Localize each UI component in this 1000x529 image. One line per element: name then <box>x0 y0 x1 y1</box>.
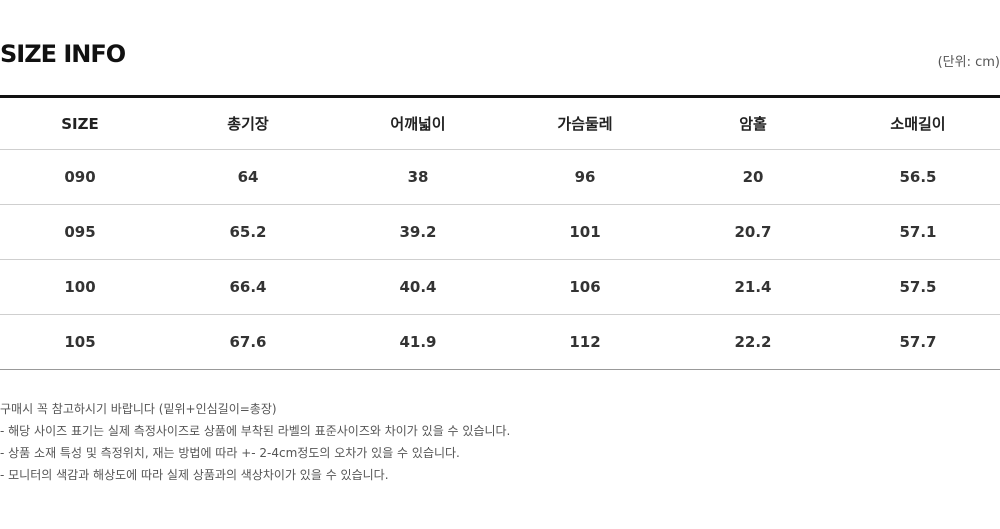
unit-label: (단위: cm) <box>937 55 1000 70</box>
column-header-shoulder-width: 어깨넓이 <box>390 115 446 133</box>
cell-armhole: 22.2 <box>670 314 836 370</box>
size-table: SIZE 총기장 어깨넓이 가슴둘레 암홀 소매길이 090 64 38 96 … <box>0 95 1000 370</box>
cell-armhole: 21.4 <box>670 259 836 315</box>
column-header-size: SIZE <box>61 114 99 133</box>
page-title: SIZE INFO <box>0 40 126 68</box>
cell-size: 105 <box>0 314 160 370</box>
table-row: 105 67.6 41.9 112 22.2 57.7 <box>0 314 1000 370</box>
cell-size: 095 <box>0 204 160 260</box>
note-line: - 상품 소재 특성 및 측정위치, 재는 방법에 따라 +- 2-4cm정도의… <box>0 446 460 460</box>
cell-total-length: 67.6 <box>160 314 336 370</box>
cell-shoulder-width: 38 <box>336 149 500 205</box>
cell-chest: 101 <box>500 204 670 260</box>
cell-sleeve-length: 57.1 <box>836 204 1000 260</box>
cell-total-length: 65.2 <box>160 204 336 260</box>
table-row: 090 64 38 96 20 56.5 <box>0 149 1000 205</box>
column-header-chest: 가슴둘레 <box>557 115 613 133</box>
column-header-armhole: 암홀 <box>739 115 767 133</box>
cell-chest: 112 <box>500 314 670 370</box>
table-row: 095 65.2 39.2 101 20.7 57.1 <box>0 204 1000 260</box>
cell-size: 090 <box>0 149 160 205</box>
cell-sleeve-length: 57.5 <box>836 259 1000 315</box>
note-line: - 해당 사이즈 표기는 실제 측정사이즈로 상품에 부착된 라벨의 표준사이즈… <box>0 424 511 438</box>
cell-armhole: 20 <box>670 149 836 205</box>
note-line: 구매시 꼭 참고하시기 바랍니다 (밑위+인심길이=총장) <box>0 402 277 416</box>
column-header-sleeve-length: 소매길이 <box>890 115 946 133</box>
size-notes: 구매시 꼭 참고하시기 바랍니다 (밑위+인심길이=총장) - 해당 사이즈 표… <box>0 398 510 486</box>
cell-shoulder-width: 40.4 <box>336 259 500 315</box>
table-row: 100 66.4 40.4 106 21.4 57.5 <box>0 259 1000 315</box>
note-line: - 모니터의 색감과 해상도에 따라 실제 상품과의 색상차이가 있을 수 있습… <box>0 468 389 482</box>
cell-chest: 96 <box>500 149 670 205</box>
cell-sleeve-length: 56.5 <box>836 149 1000 205</box>
cell-chest: 106 <box>500 259 670 315</box>
cell-shoulder-width: 41.9 <box>336 314 500 370</box>
cell-total-length: 64 <box>160 149 336 205</box>
cell-sleeve-length: 57.7 <box>836 314 1000 370</box>
table-header-row: SIZE 총기장 어깨넓이 가슴둘레 암홀 소매길이 <box>0 96 1000 150</box>
cell-armhole: 20.7 <box>670 204 836 260</box>
cell-shoulder-width: 39.2 <box>336 204 500 260</box>
column-header-total-length: 총기장 <box>227 115 269 133</box>
cell-total-length: 66.4 <box>160 259 336 315</box>
cell-size: 100 <box>0 259 160 315</box>
